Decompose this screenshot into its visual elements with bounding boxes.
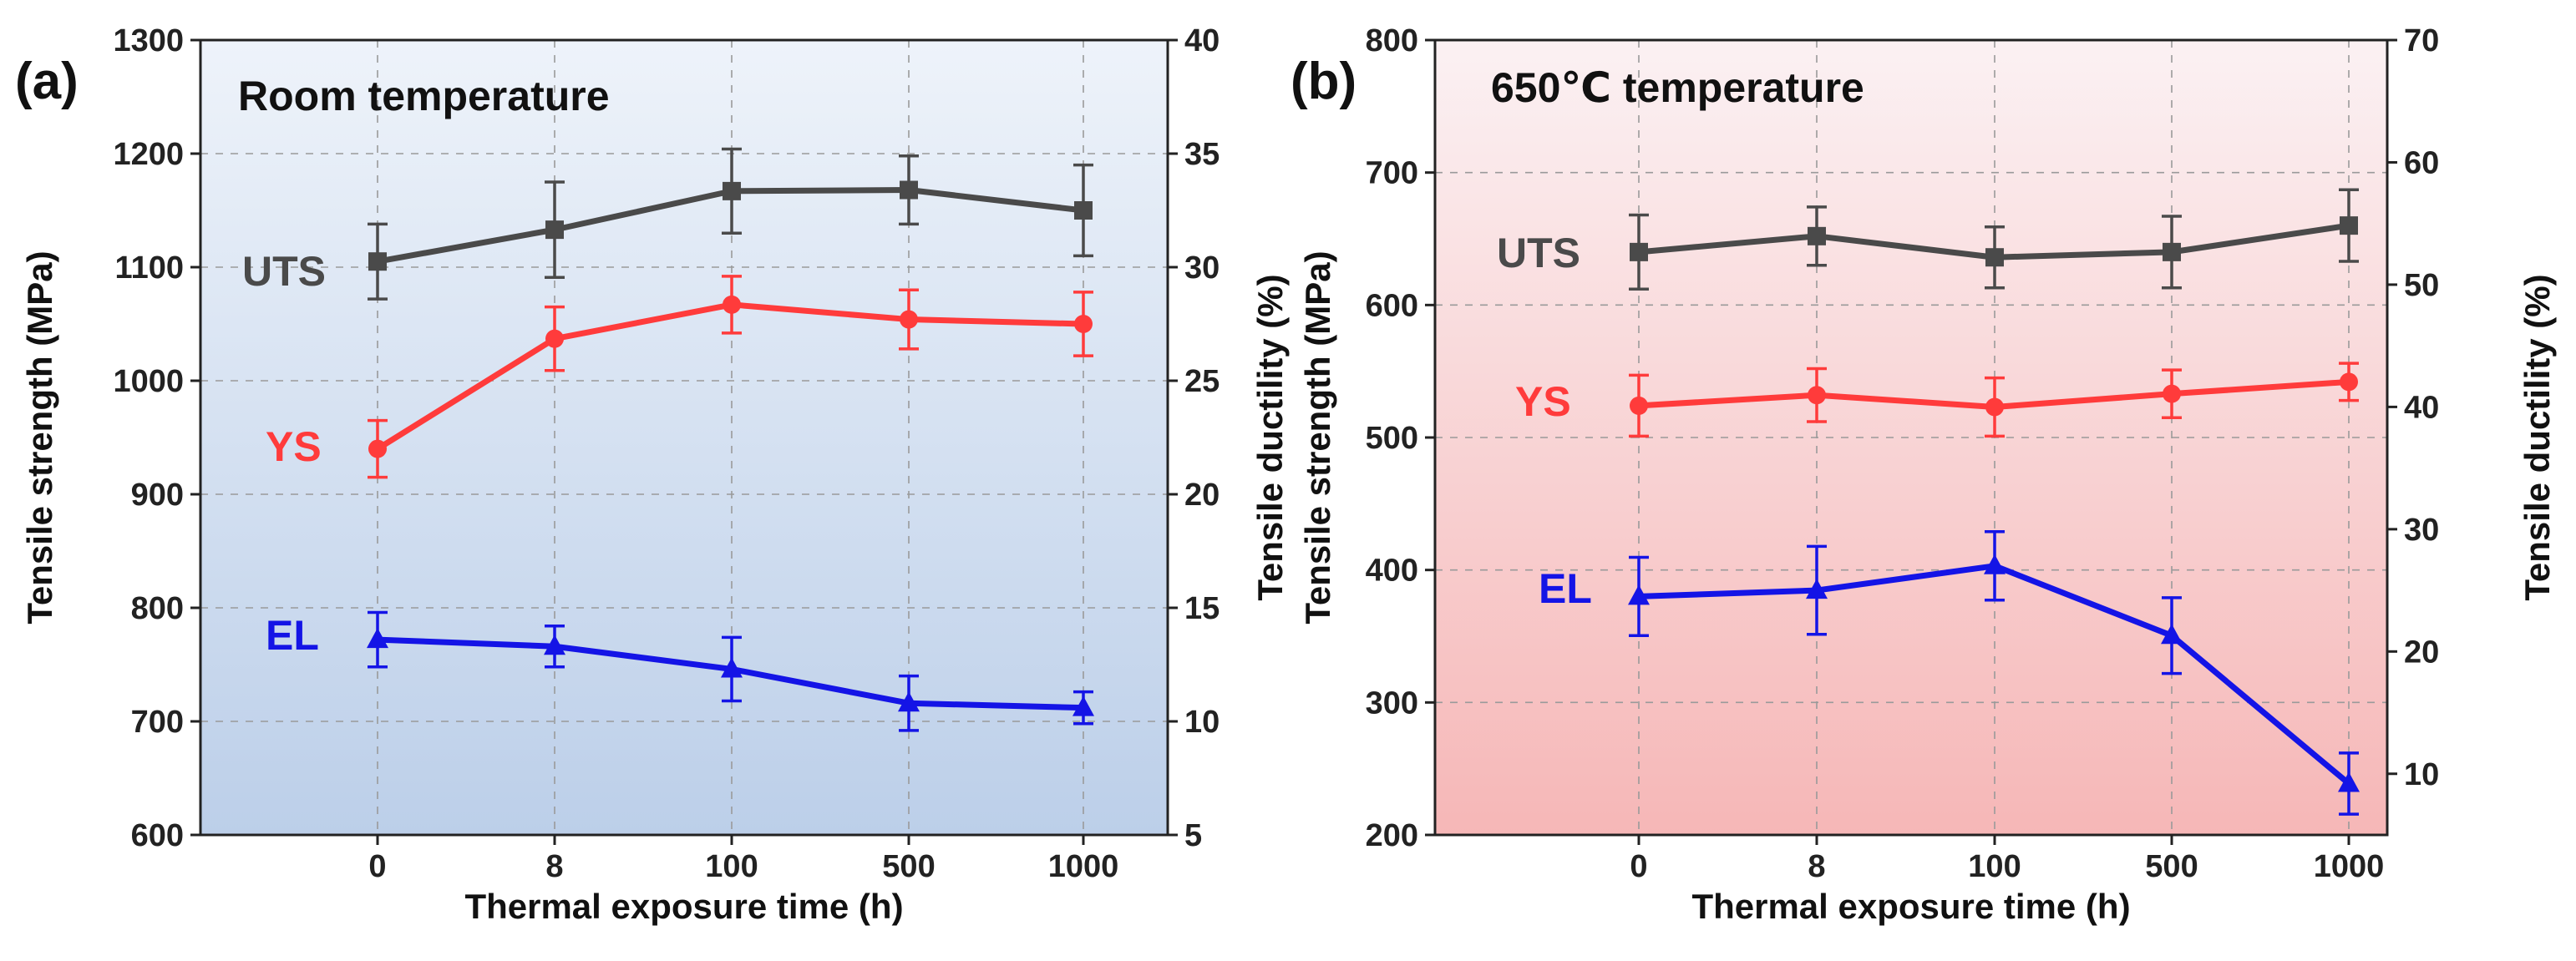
y2-tick-label: 20 (2404, 635, 2439, 670)
series-ys-point (545, 329, 564, 348)
panel-label: (a) (15, 53, 79, 110)
y2-axis-title: Tensile ductility (%) (1250, 274, 1290, 600)
y-tick-label: 500 (1366, 421, 1418, 456)
series-ys (368, 275, 1093, 479)
y2-axis-title: Tensile ductility (%) (2518, 274, 2557, 600)
series-ys-point (1074, 315, 1093, 333)
series-el-point (721, 657, 743, 678)
panel-label: (b) (1291, 53, 1356, 110)
series-el-point (1072, 695, 1094, 716)
series-ys-point (2340, 372, 2358, 392)
y2-tick-label: 10 (2404, 757, 2439, 792)
x-tick-label: 1000 (1048, 849, 1119, 884)
y-tick-label: 1200 (113, 137, 184, 172)
series-ys-point (2163, 384, 2181, 403)
series-uts-point (1808, 226, 1826, 245)
y2-tick-label: 5 (1184, 818, 1202, 853)
plot-background (1435, 40, 2387, 835)
panel-title: Room temperature (238, 73, 610, 119)
x-tick-label: 100 (705, 849, 758, 884)
series-el-point (2338, 771, 2360, 792)
series-el-label: EL (1539, 565, 1592, 612)
series-el (367, 610, 1094, 732)
series-uts-point (1630, 242, 1648, 261)
plot-frame (199, 38, 1169, 837)
series-uts-point (1074, 201, 1093, 220)
x-tick-label: 0 (368, 849, 386, 884)
y-axis-title: Tensile strength (MPa) (1298, 250, 1337, 624)
series-el-point (1984, 554, 2006, 574)
x-tick-label: 100 (1968, 849, 2021, 884)
y2-tick-label: 15 (1184, 591, 1220, 626)
series-uts-point (2340, 216, 2358, 235)
y-tick-label: 1300 (113, 23, 184, 58)
series-uts-point (1985, 248, 2004, 267)
plot-background (200, 40, 1168, 835)
y-tick-label: 400 (1366, 554, 1418, 589)
x-tick-label: 500 (2145, 849, 2198, 884)
series-uts (368, 147, 1093, 301)
series-uts-label: UTS (1497, 230, 1580, 276)
y-tick-label: 1000 (113, 364, 184, 399)
x-tick-label: 0 (1630, 849, 1647, 884)
x-axis-title: Thermal exposure time (h) (464, 887, 903, 926)
series-el-label: EL (266, 612, 319, 659)
panel-title: 650℃ temperature (1491, 64, 1864, 111)
series-el-point (367, 628, 388, 649)
x-tick-label: 8 (1808, 849, 1825, 884)
y2-tick-label: 50 (2404, 268, 2439, 303)
series-ys-point (723, 295, 741, 314)
y-tick-label: 1100 (115, 250, 184, 286)
y-tick-label: 700 (131, 705, 184, 740)
y2-tick-label: 30 (2404, 513, 2439, 548)
series-el (1628, 530, 2360, 816)
y-axis-title: Tensile strength (MPa) (20, 250, 59, 624)
series-uts-point (900, 180, 918, 200)
series-ys-point (900, 310, 918, 329)
y2-tick-label: 40 (1184, 23, 1220, 58)
series-ys-point (1808, 386, 1826, 405)
series-ys-point (368, 439, 387, 458)
series-ys-point (1630, 396, 1648, 415)
y-tick-label: 700 (1366, 156, 1418, 191)
y2-tick-label: 10 (1184, 705, 1220, 740)
series-ys (1629, 362, 2359, 438)
x-tick-label: 8 (545, 849, 563, 884)
series-uts-point (545, 220, 564, 240)
series-el-point (2161, 624, 2183, 645)
y2-tick-label: 25 (1184, 364, 1220, 399)
y-tick-label: 600 (131, 818, 184, 853)
series-ys-label: YS (266, 423, 322, 470)
y-tick-label: 900 (131, 478, 184, 513)
y-tick-label: 800 (1366, 23, 1418, 58)
series-uts-point (723, 181, 741, 200)
y2-tick-label: 70 (2404, 23, 2439, 58)
series-el-point (1806, 579, 1828, 599)
y2-tick-label: 20 (1184, 478, 1220, 513)
y-tick-label: 300 (1366, 685, 1418, 721)
series-el-point (898, 691, 920, 712)
x-axis-title: Thermal exposure time (h) (1691, 887, 2130, 926)
y2-tick-label: 60 (2404, 145, 2439, 180)
y-tick-label: 600 (1366, 288, 1418, 323)
series-uts-point (2163, 242, 2181, 261)
series-ys-point (1985, 397, 2004, 417)
series-el-point (544, 635, 565, 655)
y2-tick-label: 40 (2404, 390, 2439, 425)
series-uts-label: UTS (242, 248, 326, 295)
series-uts (1629, 188, 2359, 291)
x-tick-label: 1000 (2314, 849, 2385, 884)
series-el-point (1628, 584, 1650, 605)
series-ys-label: YS (1515, 378, 1571, 425)
panel-a: 6007008009001000110012001300510152025303… (15, 23, 1290, 926)
y-tick-label: 200 (1366, 818, 1418, 853)
x-tick-label: 500 (882, 849, 935, 884)
y2-tick-label: 30 (1184, 250, 1220, 286)
y2-tick-label: 35 (1184, 137, 1220, 172)
y-tick-label: 800 (131, 591, 184, 626)
series-uts-point (368, 252, 387, 271)
